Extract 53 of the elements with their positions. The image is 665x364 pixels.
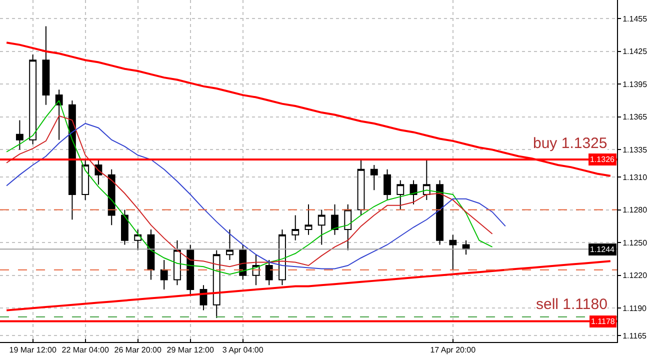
y-tick-label: 1.1165 <box>622 331 648 340</box>
ref-line-label: 1.1178 <box>591 317 616 326</box>
candlestick <box>16 120 24 150</box>
y-tick-label: 1.1425 <box>622 47 648 56</box>
ref-line-label: 1.1326 <box>590 155 616 164</box>
y-tick-label: 1.1250 <box>622 238 648 248</box>
candlestick <box>68 100 76 220</box>
line-series <box>6 260 612 312</box>
candlestick <box>160 260 168 290</box>
candlestick <box>422 159 430 200</box>
candlestick <box>344 204 352 251</box>
candlestick <box>82 159 90 200</box>
candlestick <box>134 228 142 251</box>
candlestick <box>331 204 338 236</box>
y-tick-label: 1.1220 <box>622 271 648 280</box>
candlestick <box>318 209 326 246</box>
candlestick <box>174 240 181 286</box>
ref-line-label: 1.1244 <box>590 245 616 254</box>
x-tick-label: 3 Apr 04:00 <box>222 346 264 355</box>
candlestick <box>396 180 404 210</box>
candlestick <box>121 209 128 246</box>
candlestick <box>304 204 312 236</box>
y-tick-label: 1.1335 <box>622 145 648 154</box>
annotation: sell 1.1180 <box>536 296 608 313</box>
annotation: buy 1.1325 <box>533 135 608 152</box>
y-tick-label: 1.1455 <box>622 14 648 24</box>
y-tick-label: 1.1365 <box>622 112 648 122</box>
candlestick <box>278 228 286 286</box>
candlestick <box>226 228 234 261</box>
candlestick <box>108 168 116 226</box>
candlestick <box>29 54 37 145</box>
y-tick-label: 1.1190 <box>622 304 648 313</box>
candlestick <box>212 250 220 318</box>
candlestick <box>370 164 378 191</box>
x-tick-label: 19 Mar 12:00 <box>9 346 57 355</box>
x-tick-label: 26 Mar 20:00 <box>114 346 162 355</box>
candlestick <box>186 244 194 296</box>
candlestick <box>239 244 247 280</box>
x-tick-label: 17 Apr 20:00 <box>430 346 476 355</box>
candlestick <box>410 180 418 205</box>
candlestick <box>449 234 457 270</box>
y-tick-label: 1.1280 <box>622 206 648 215</box>
y-tick-label: 1.1395 <box>622 80 648 89</box>
candlestick <box>436 180 444 246</box>
x-tick-label: 22 Mar 04:00 <box>62 346 110 355</box>
candlestick <box>292 214 300 241</box>
y-tick-label: 1.1310 <box>622 172 648 182</box>
candlestick <box>55 89 63 140</box>
candlestick <box>357 159 365 216</box>
candlestick <box>384 168 391 200</box>
candlestick <box>265 260 273 286</box>
x-tick-label: 29 Mar 12:00 <box>166 346 214 355</box>
candlestick <box>42 26 50 106</box>
